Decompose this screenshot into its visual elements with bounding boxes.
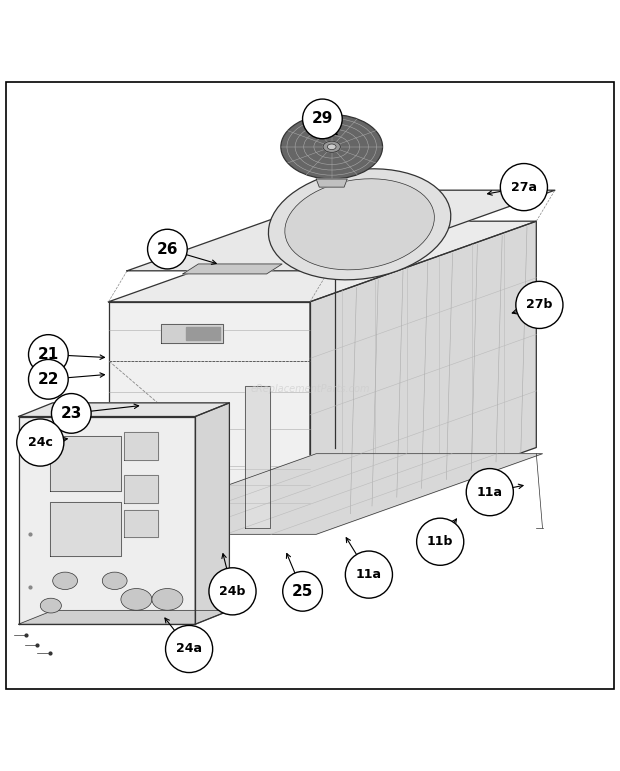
Circle shape [29, 335, 68, 375]
Ellipse shape [268, 169, 451, 280]
Ellipse shape [285, 179, 435, 270]
Circle shape [417, 518, 464, 565]
Polygon shape [19, 403, 229, 416]
Text: 24a: 24a [176, 642, 202, 655]
Text: 21: 21 [38, 347, 59, 362]
Ellipse shape [102, 572, 127, 590]
Text: 24c: 24c [28, 436, 53, 449]
Text: 11b: 11b [427, 535, 453, 548]
Ellipse shape [53, 572, 78, 590]
Polygon shape [108, 221, 536, 301]
Polygon shape [90, 453, 542, 534]
Polygon shape [183, 264, 282, 274]
Circle shape [209, 567, 256, 615]
Text: 24b: 24b [219, 585, 246, 598]
Circle shape [51, 393, 91, 433]
Circle shape [516, 281, 563, 328]
Text: 26: 26 [157, 241, 178, 257]
Circle shape [17, 419, 64, 466]
Circle shape [500, 163, 547, 210]
Text: eReplacementParts.com: eReplacementParts.com [250, 384, 370, 394]
Polygon shape [195, 403, 229, 625]
Polygon shape [127, 190, 555, 271]
Circle shape [283, 571, 322, 611]
Text: 27b: 27b [526, 298, 552, 311]
Polygon shape [124, 476, 158, 503]
Text: 27a: 27a [511, 180, 537, 194]
Ellipse shape [323, 141, 340, 153]
Polygon shape [124, 432, 158, 460]
Circle shape [29, 359, 68, 399]
Circle shape [148, 229, 187, 269]
Polygon shape [316, 179, 347, 187]
Ellipse shape [40, 598, 61, 613]
Circle shape [345, 551, 392, 598]
Polygon shape [50, 436, 121, 491]
Polygon shape [19, 416, 195, 625]
Polygon shape [50, 502, 121, 556]
Text: 22: 22 [38, 372, 59, 387]
Polygon shape [124, 510, 158, 537]
Text: 11a: 11a [477, 486, 503, 499]
Ellipse shape [121, 588, 152, 611]
Ellipse shape [281, 115, 383, 179]
Text: 23: 23 [61, 406, 82, 421]
Text: 29: 29 [312, 111, 333, 126]
Circle shape [303, 99, 342, 139]
Circle shape [166, 625, 213, 672]
Polygon shape [310, 221, 536, 528]
Circle shape [466, 469, 513, 516]
Polygon shape [245, 386, 270, 528]
Ellipse shape [327, 144, 336, 150]
Polygon shape [19, 611, 229, 625]
Text: 25: 25 [292, 584, 313, 599]
Polygon shape [186, 327, 220, 339]
Polygon shape [161, 324, 223, 343]
Ellipse shape [152, 588, 183, 611]
Polygon shape [108, 301, 310, 528]
Text: 11a: 11a [356, 568, 382, 581]
